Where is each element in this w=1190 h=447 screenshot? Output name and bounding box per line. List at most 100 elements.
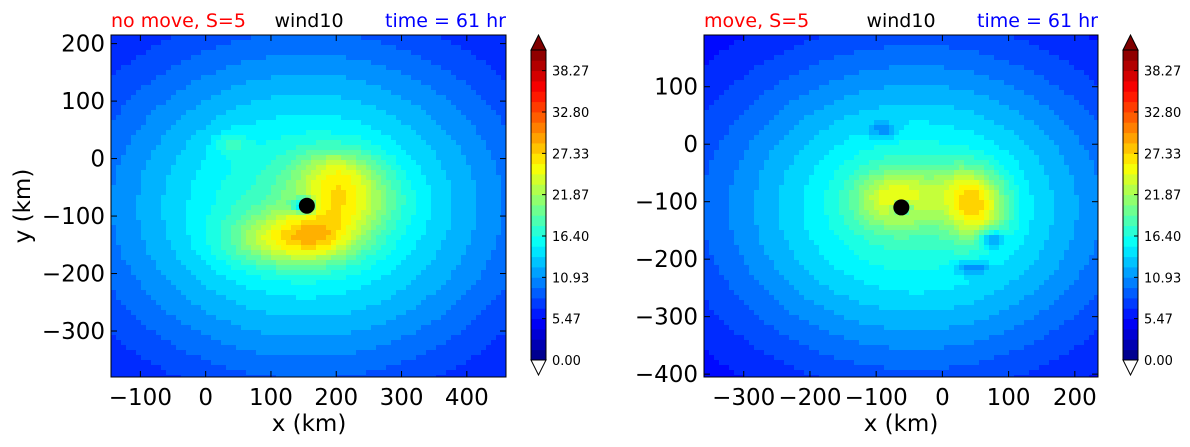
colorbar-band xyxy=(531,153,546,165)
panel-0: no move, S=5 wind10 time = 61 hr −100 0 10… xyxy=(10,10,589,437)
panel-0-axes-frame xyxy=(110,34,507,378)
colorbar-band xyxy=(1123,81,1138,92)
colorbar-band xyxy=(1123,329,1138,340)
colorbar-band xyxy=(1123,236,1138,247)
x-tick-label: −200 xyxy=(778,385,841,411)
colorbar-band xyxy=(531,256,546,268)
colorbar-tick-label: 32.80 xyxy=(1144,106,1181,121)
colorbar-band xyxy=(531,308,546,320)
y-tick-label: 0 xyxy=(90,147,105,173)
y-tick-label: −400 xyxy=(635,362,698,388)
panel-1-storm-center-marker xyxy=(893,199,910,216)
colorbar-band xyxy=(1123,153,1138,165)
colorbar-tick-label: 5.47 xyxy=(552,313,581,328)
panel-1-plot-area xyxy=(704,35,1098,377)
colorbar-band xyxy=(1123,246,1138,258)
x-tick-label: −100 xyxy=(109,385,172,411)
y-tick-label: −100 xyxy=(42,204,105,230)
colorbar-band xyxy=(1123,256,1138,268)
colorbar-tick-label: 21.87 xyxy=(552,189,589,204)
colorbar-tick-label: 16.40 xyxy=(552,230,589,245)
panel-1-x-ticks: −300 −200 −100 0 100 200 xyxy=(712,35,1097,411)
colorbar-tick-label: 32.80 xyxy=(552,106,589,121)
y-tick-label: 200 xyxy=(61,32,105,58)
colorbar-tick-label: 5.47 xyxy=(1144,313,1173,328)
panel-0-title-left: no move, S=5 xyxy=(111,10,246,32)
colorbar-band xyxy=(531,277,546,289)
colorbar-band xyxy=(531,205,546,216)
colorbar-frame xyxy=(1122,49,1139,361)
colorbar-band xyxy=(531,163,546,175)
colorbar-band xyxy=(1123,225,1138,237)
panel-1-colorbar: 0.00 5.47 10.93 16.40 21.87 27.33 32.80 38.27 xyxy=(1122,33,1181,377)
panel-1-y-ticks: 100 0 −100 −200 −300 −400 xyxy=(635,75,1098,388)
colorbar-band xyxy=(1123,215,1138,227)
colorbar-tick-label: 38.27 xyxy=(1144,65,1181,80)
panel-1-title-left: move, S=5 xyxy=(704,10,809,32)
x-tick-label: −100 xyxy=(845,385,908,411)
x-tick-label: 100 xyxy=(249,385,293,411)
colorbar-tick-label: 0.00 xyxy=(1144,354,1173,369)
colorbar-band xyxy=(1123,60,1138,72)
colorbar-band xyxy=(531,318,546,330)
colorbar-band xyxy=(531,174,546,185)
y-tick-label: −300 xyxy=(635,305,698,331)
y-tick-label: 0 xyxy=(683,132,698,158)
y-tick-label: 100 xyxy=(654,75,698,101)
panel-0-title-right: time = 61 hr xyxy=(385,10,506,32)
colorbar-band xyxy=(531,91,546,103)
colorbar-band xyxy=(1123,112,1138,123)
colorbar-band xyxy=(1123,132,1138,144)
y-tick-label: −200 xyxy=(42,262,105,288)
colorbar-band xyxy=(1123,122,1138,134)
panel-0-colorbar: 0.00 5.47 10.93 16.40 21.87 27.33 32.80 38.27 xyxy=(530,33,589,377)
panel-0-x-ticks: −100 0 100 200 300 400 xyxy=(109,35,489,411)
y-tick-label: 100 xyxy=(61,89,105,115)
colorbar-band xyxy=(1123,287,1138,299)
x-tick-label: 200 xyxy=(314,385,358,411)
colorbar-tick-label: 38.27 xyxy=(552,65,589,80)
colorbar-band xyxy=(1123,318,1138,330)
colorbar-tick-label: 10.93 xyxy=(552,271,589,286)
colorbar-tick-label: 10.93 xyxy=(1144,271,1181,286)
colorbar-band xyxy=(531,184,546,196)
colorbar-band xyxy=(531,81,546,92)
colorbar-band xyxy=(531,298,546,309)
colorbar-band xyxy=(531,70,546,82)
panel-1-title-center: wind10 xyxy=(866,10,935,32)
colorbar-band xyxy=(531,246,546,258)
colorbar-band xyxy=(531,236,546,247)
colorbar-band xyxy=(531,329,546,340)
colorbar-band xyxy=(531,60,546,72)
x-tick-label: −300 xyxy=(712,385,775,411)
colorbar-band xyxy=(1123,277,1138,289)
panel-1: move, S=5 wind10 time = 61 hr −300 −200 −1… xyxy=(635,10,1181,437)
colorbar-band xyxy=(531,50,546,61)
colorbar-extend-max xyxy=(530,33,547,51)
colorbar-band xyxy=(1123,91,1138,103)
colorbar-band xyxy=(531,349,546,361)
colorbar-band xyxy=(531,112,546,123)
colorbar-band xyxy=(1123,339,1138,351)
y-tick-label: −100 xyxy=(635,190,698,216)
y-tick-label: −300 xyxy=(42,319,105,345)
colorbar-extend-min xyxy=(530,359,547,377)
panel-0-storm-center-marker xyxy=(298,197,315,214)
colorbar-frame xyxy=(530,49,547,361)
colorbar-band xyxy=(531,122,546,134)
colorbar-band xyxy=(1123,70,1138,82)
colorbar-band xyxy=(1123,143,1138,154)
colorbar-band xyxy=(1123,298,1138,309)
colorbar-band xyxy=(1123,349,1138,361)
colorbar-tick-label: 27.33 xyxy=(552,147,589,162)
x-tick-label: 0 xyxy=(198,385,213,411)
colorbar-band xyxy=(1123,163,1138,175)
colorbar-band xyxy=(531,339,546,351)
colorbar-band xyxy=(531,101,546,113)
colorbar-band xyxy=(1123,50,1138,61)
panel-0-y-label: y (km) xyxy=(10,169,36,244)
colorbar-band xyxy=(1123,184,1138,196)
x-tick-label: 0 xyxy=(935,385,950,411)
colorbar-band xyxy=(1123,308,1138,320)
